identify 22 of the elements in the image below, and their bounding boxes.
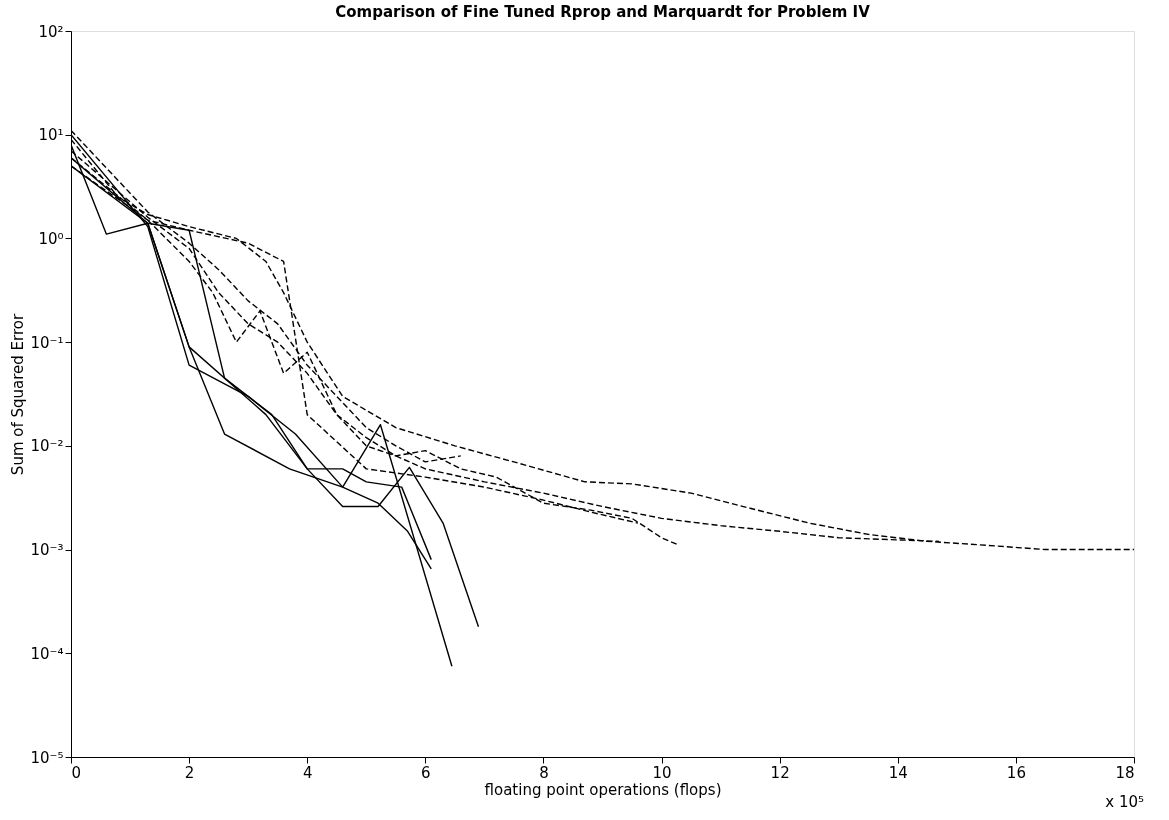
chart-title: Comparison of Fine Tuned Rprop and Marquardt for Problem IV	[335, 3, 871, 21]
x-tick-label: 2	[184, 763, 195, 782]
y-tick-label: 10⁻³	[30, 541, 64, 560]
y-tick-label: 10²	[38, 22, 64, 41]
y-tick-label: 10⁻²	[30, 437, 64, 456]
x-tick-label: 6	[421, 763, 431, 782]
x-axis-title: floating point operations (flops)	[484, 780, 722, 799]
y-tick-label: 10¹	[38, 126, 64, 145]
y-tick-label: 10⁻⁵	[30, 748, 64, 767]
y-axis-title: Sum of Squared Error	[9, 313, 28, 476]
y-tick-label: 10⁻⁴	[30, 644, 64, 663]
x-tick-label: 12	[770, 763, 790, 782]
x-tick-label: 8	[539, 763, 549, 782]
y-tick-label: 10⁻¹	[30, 333, 64, 352]
x-tick-label: 16	[1006, 763, 1026, 782]
text: x 10⁵	[1105, 793, 1144, 811]
x-tick-label: 14	[888, 763, 908, 782]
x-tick-label: 0	[71, 763, 82, 782]
y-tick-label: 10⁰	[38, 229, 64, 248]
x-tick-label: 10	[652, 763, 672, 782]
x-tick-label: 4	[302, 763, 313, 782]
x-tick-label: 18	[1115, 763, 1135, 782]
